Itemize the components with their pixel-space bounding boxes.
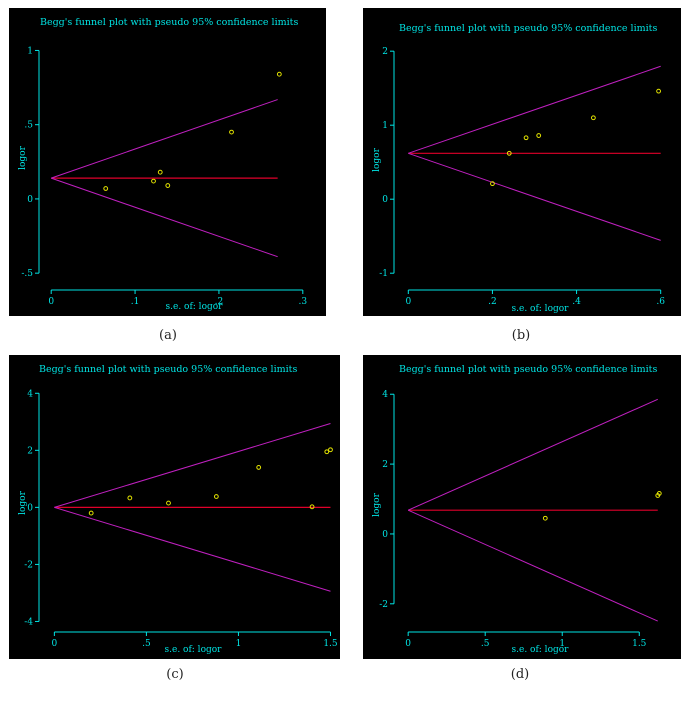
study-point	[229, 129, 234, 135]
lower-confidence-limit	[54, 506, 331, 592]
study-point	[328, 447, 333, 453]
y-tick-label: 4	[27, 389, 33, 399]
x-tick-label: 0	[48, 297, 54, 307]
study-point	[506, 150, 512, 156]
funnel-plot-d-svg: Begg's funnel plot with pseudo 95% confi…	[372, 364, 662, 655]
upper-confidence-limit	[408, 65, 661, 154]
x-tick-label: 1	[236, 639, 242, 649]
y-tick-label: -2	[379, 600, 388, 610]
upper-confidence-limit	[407, 398, 658, 511]
y-tick-label: -1	[379, 269, 388, 279]
x-tick-label: 0	[405, 297, 411, 307]
y-tick-label: -2	[24, 560, 33, 570]
x-tick-label: .6	[656, 297, 665, 307]
x-tick-label: 1	[559, 639, 565, 649]
y-tick-label: -4	[24, 617, 33, 627]
study-point	[523, 135, 529, 141]
study-point	[166, 500, 171, 506]
chart-title-b: Begg's funnel plot with pseudo 95% confi…	[399, 23, 657, 34]
y-tick-label: .5	[24, 121, 33, 131]
y-axis-label-a: logor	[18, 145, 28, 169]
x-tick-label: .1	[131, 297, 140, 307]
study-point	[276, 71, 282, 77]
chart-title-d: Begg's funnel plot with pseudo 95% confi…	[399, 364, 657, 375]
study-point	[165, 183, 171, 188]
x-tick-label: 1.5	[323, 639, 338, 649]
study-point	[536, 133, 542, 138]
x-tick-label: .4	[572, 297, 581, 307]
lower-confidence-limit	[51, 177, 278, 258]
funnel-plot-c-svg: Begg's funnel plot with pseudo 95% confi…	[18, 364, 338, 655]
study-point	[213, 494, 219, 499]
x-tick-label: 0	[405, 639, 411, 649]
y-tick-label: 0	[382, 195, 388, 205]
x-axis-label-d: s.e. of: logor	[512, 645, 570, 655]
x-axis-label-c: s.e. of: logor	[165, 645, 223, 655]
funnel-plot-a: Begg's funnel plot with pseudo 95% confi…	[9, 8, 326, 316]
study-point	[103, 186, 109, 191]
caption-a: (a)	[159, 328, 177, 343]
study-point	[309, 504, 315, 510]
funnel-plot-a-svg: Begg's funnel plot with pseudo 95% confi…	[18, 17, 307, 312]
study-point	[590, 115, 596, 121]
y-tick-label: 0	[27, 503, 33, 513]
y-tick-label: -.5	[21, 269, 33, 279]
x-tick-label: .2	[215, 297, 224, 307]
x-axis-label-a: s.e. of: logor	[166, 302, 224, 312]
study-point	[157, 169, 163, 175]
caption-b: (b)	[511, 328, 531, 343]
y-axis-label-c: logor	[18, 490, 28, 514]
x-tick-label: .3	[299, 297, 308, 307]
plot-area-a: -.5 0 .5 1 0 .1 .2 .3	[21, 46, 307, 307]
funnel-plot-b: Begg's funnel plot with pseudo 95% confi…	[363, 8, 681, 316]
funnel-plot-d: Begg's funnel plot with pseudo 95% confi…	[363, 355, 681, 659]
x-tick-label: 1.5	[632, 639, 647, 649]
x-tick-label: .5	[481, 639, 490, 649]
y-tick-label: 2	[27, 446, 33, 456]
study-point	[88, 510, 94, 516]
plot-area-c: -4 -2 0 2 4 0 .5 1 1.5	[24, 389, 338, 649]
x-tick-label: .2	[488, 297, 497, 307]
study-point	[256, 465, 262, 470]
study-point	[656, 88, 661, 94]
upper-confidence-limit	[51, 99, 278, 179]
y-axis-label-b: logor	[372, 147, 382, 171]
study-point	[151, 178, 156, 184]
chart-title-a: Begg's funnel plot with pseudo 95% confi…	[40, 17, 298, 28]
study-point	[542, 515, 548, 521]
caption-c: (c)	[166, 667, 184, 682]
funnel-plot-c: Begg's funnel plot with pseudo 95% confi…	[9, 355, 340, 659]
y-tick-label: 0	[382, 530, 388, 540]
y-tick-label: 4	[382, 390, 388, 400]
study-point	[127, 495, 133, 501]
lower-confidence-limit	[407, 509, 658, 622]
study-point	[656, 491, 662, 496]
lower-confidence-limit	[408, 152, 661, 241]
chart-title-c: Begg's funnel plot with pseudo 95% confi…	[39, 364, 297, 375]
y-tick-label: 2	[382, 47, 388, 57]
caption-d: (d)	[510, 667, 530, 682]
study-point	[324, 449, 330, 455]
y-tick-label: 2	[382, 460, 388, 470]
plot-area-d: -2 0 2 4 0 .5 1 1.5	[379, 390, 662, 649]
x-tick-label: .5	[142, 639, 151, 649]
x-axis-label-b: s.e. of: logor	[512, 304, 570, 314]
y-axis-label-d: logor	[372, 492, 382, 516]
y-tick-label: 1	[382, 121, 388, 131]
funnel-plot-b-svg: Begg's funnel plot with pseudo 95% confi…	[372, 23, 665, 314]
x-tick-label: 0	[51, 639, 57, 649]
plot-area-b: -1 0 1 2 0 .2 .4 .6	[379, 47, 665, 307]
y-tick-label: 1	[27, 46, 33, 56]
study-point	[490, 181, 495, 187]
upper-confidence-limit	[54, 423, 331, 508]
y-tick-label: 0	[27, 195, 33, 205]
